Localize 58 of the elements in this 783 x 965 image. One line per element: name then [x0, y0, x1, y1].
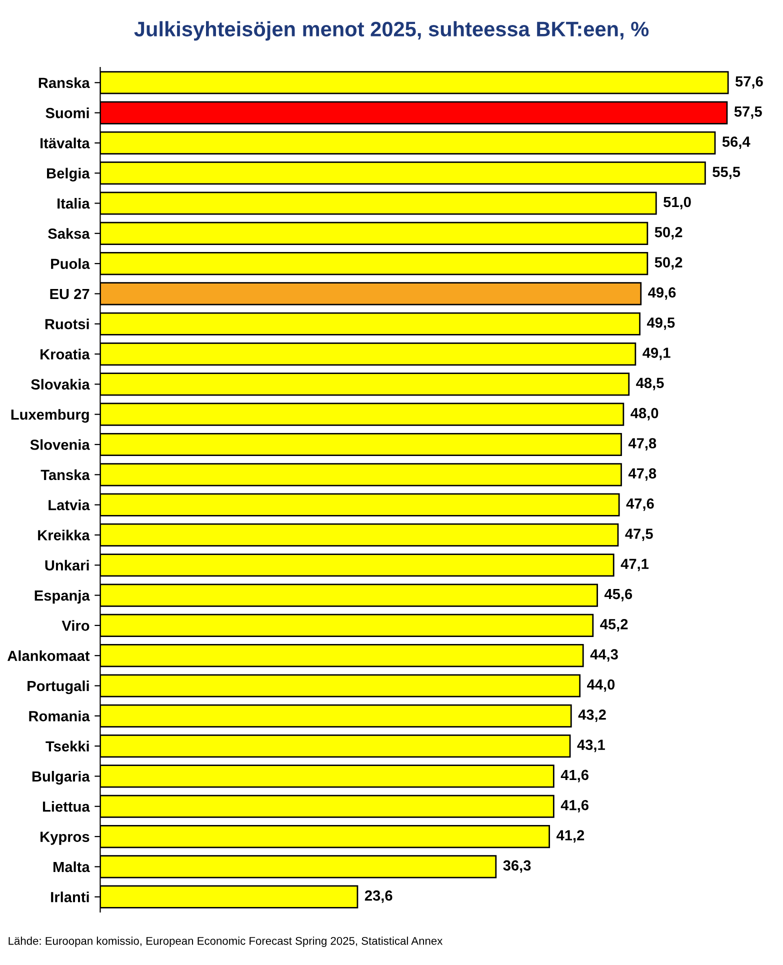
y-tick-label: Suomi [46, 108, 89, 118]
y-tick-label: Viro [62, 620, 90, 631]
data-label: 49,1 [642, 348, 670, 360]
data-label: 55,5 [712, 166, 740, 180]
y-tick-label: Bulgaria [32, 770, 90, 785]
data-label: 47,1 [620, 558, 649, 572]
text: Lähde: Euroopan komissio, European Economic Forecast Spring 2025, Statistical Annex [8, 936, 443, 948]
y-tick-label: Kroatia [40, 348, 90, 360]
data-label: 43,1 [577, 740, 605, 752]
y-tick-label: Unkari [45, 560, 89, 571]
y-tick-label: Tanska [40, 469, 90, 480]
y-tick-label: EU 27 [50, 288, 90, 300]
y-tick-label: Itävalta [40, 138, 90, 148]
data-label: 51,0 [664, 196, 691, 210]
data-label: 57,6 [735, 76, 763, 89]
data-label: 48,5 [636, 378, 664, 390]
y-tick-label: Ranska [38, 77, 90, 88]
data-label: 45,2 [600, 619, 628, 632]
y-tick-label: Kreikka [38, 530, 90, 540]
y-tick-label: Portugali [28, 680, 89, 694]
data-label: 23,6 [364, 890, 392, 903]
y-tick-label: Belgia [47, 168, 90, 182]
y-tick-label: Kypros [40, 832, 90, 845]
data-label: 50,2 [654, 257, 682, 270]
data-label: 41,6 [560, 770, 588, 782]
data-label: 43,2 [578, 709, 606, 722]
y-tick-label: Irlanti [51, 892, 89, 902]
data-label: 47,5 [625, 528, 653, 541]
data-label: 56,4 [722, 136, 750, 149]
y-tick-label: Espanja [34, 590, 90, 604]
chart-title: Julkisyhteisöjen menot 2025, suhteessa BKT:een, % [134, 21, 649, 41]
data-label: 48,0 [630, 408, 658, 420]
y-tick-label: Luxemburg [11, 409, 89, 423]
data-label: 47,8 [628, 438, 656, 451]
data-label: 49,6 [648, 287, 676, 300]
y-tick-label: Alankomaat [8, 650, 90, 662]
data-label: 41,6 [560, 800, 588, 812]
y-tick-label: Saksa [48, 228, 90, 239]
data-label: 49,5 [646, 317, 675, 330]
data-label: 44,3 [590, 649, 618, 662]
y-tick-label: Tsekki [46, 740, 89, 752]
y-tick-label: Ruotsi [45, 318, 89, 330]
y-tick-label: Slovakia [31, 378, 90, 390]
y-tick-label: Latvia [48, 500, 90, 510]
y-tick-label: Puola [51, 258, 90, 269]
y-tick-label: Slovenia [30, 439, 90, 450]
data-label: 45,6 [604, 588, 632, 602]
data-label: 41,2 [556, 830, 584, 843]
data-label: 44,0 [587, 679, 615, 692]
data-label: 36,3 [503, 860, 531, 873]
y-tick-label: Italia [58, 198, 90, 209]
data-label: 47,8 [628, 468, 656, 481]
data-label: 47,6 [626, 498, 654, 511]
y-tick-label: Romania [29, 710, 90, 722]
data-label: 50,2 [654, 226, 682, 240]
y-tick-label: Liettua [42, 801, 90, 812]
y-tick-label: Malta [54, 861, 90, 872]
data-label: 57,5 [734, 106, 762, 119]
